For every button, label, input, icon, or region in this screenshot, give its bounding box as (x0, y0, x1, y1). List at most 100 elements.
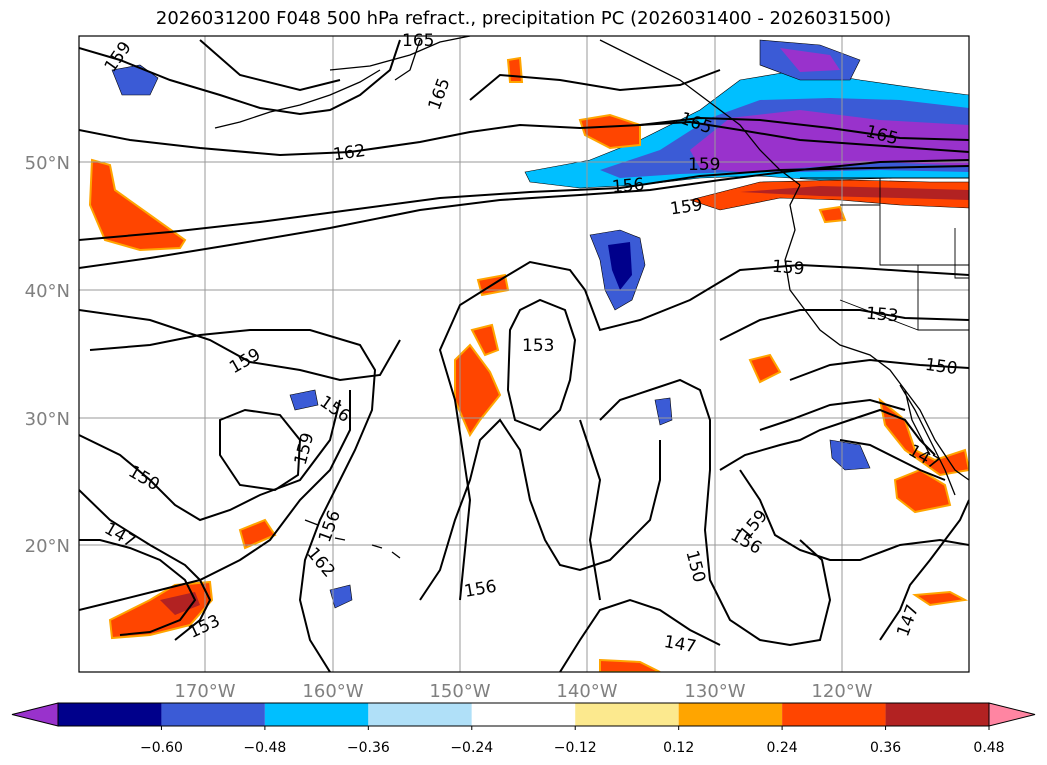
contour-156-loop (89, 329, 377, 672)
colorbar-tick-label: 0.36 (870, 740, 901, 756)
positive-fill-small-6 (238, 518, 277, 550)
contour-159-loop-west (219, 408, 302, 492)
contour-label: 159 (771, 257, 805, 280)
contour-159-east (719, 408, 936, 471)
contour-label: 156 (463, 577, 498, 602)
contour-150-south (599, 378, 832, 647)
contour-label: 147 (101, 519, 139, 553)
colorbar-swatch (575, 703, 679, 726)
colorbar: −0.60 −0.48 −0.36 −0.24 −0.12 0.12 0.24 0.36 0.4… (11, 702, 1036, 756)
colorbar-tick-label: 0.12 (663, 740, 694, 756)
contour-147-east (839, 439, 969, 641)
negative-fill-small-3 (289, 389, 319, 411)
positive-fill-sw-core (160, 592, 200, 615)
lon-label: 150°W (429, 681, 490, 702)
lat-label: 40°N (25, 281, 70, 302)
precipitation-fill-layer (88, 39, 969, 672)
negative-fill-nw-coast-core (780, 48, 840, 72)
negative-fill-se (829, 439, 871, 471)
refractivity-contours (79, 39, 969, 672)
contour-label: 150 (924, 355, 959, 379)
contour-label: 159 (226, 345, 264, 379)
contour-north-165 (79, 39, 401, 116)
contour-label: 162 (332, 141, 367, 165)
lat-label: 30°N (25, 409, 70, 430)
positive-fill-small-4 (599, 658, 661, 672)
colorbar-tick-label: −0.60 (140, 740, 183, 756)
positive-fill-midpacific (454, 343, 502, 438)
contour-150-east (759, 358, 969, 431)
negative-fill-band-core (690, 110, 969, 172)
longitude-labels: 170°W 160°W 150°W 140°W 130°W 120°W (174, 681, 872, 702)
colorbar-tick-label: 0.24 (767, 740, 798, 756)
coastline-bc-archipelago (599, 39, 801, 186)
contour-north-loop (199, 39, 721, 101)
contour-label: 147 (662, 632, 697, 657)
contour-label: 153 (865, 304, 899, 327)
positive-fill-midpacific-b (470, 323, 500, 357)
contour-159-south (79, 260, 969, 601)
colorbar-swatch (161, 703, 265, 726)
lon-label: 170°W (174, 681, 235, 702)
lon-label: 130°W (684, 681, 745, 702)
contour-156-jet (79, 165, 969, 241)
contour-label: 153 (522, 336, 554, 356)
colorbar-tick-label: −0.48 (243, 740, 286, 756)
lat-label: 50°N (25, 153, 70, 174)
positive-fill-west (88, 158, 187, 252)
colorbar-swatch (58, 703, 162, 726)
colorbar-swatch (782, 703, 886, 726)
colorbar-swatch (264, 703, 369, 726)
lon-label: 160°W (302, 681, 363, 702)
contour-162 (79, 120, 969, 157)
lon-label: 120°W (811, 681, 872, 702)
coastline-hawaii (304, 519, 401, 559)
colorbar-tick-label: −0.36 (347, 740, 390, 756)
negative-fill-small-4 (654, 397, 673, 426)
contour-165-east (639, 116, 969, 141)
coastline-north-america (784, 184, 969, 481)
contour-label: 165 (402, 31, 434, 51)
colorbar-extend-low (11, 702, 59, 727)
colorbar-tick-label: −0.12 (554, 740, 597, 756)
contour-label: 159 (688, 155, 720, 175)
contour-147-west (79, 539, 197, 636)
positive-fill-small-3 (748, 353, 782, 384)
colorbar-tick-label: −0.24 (450, 740, 493, 756)
colorbar-extend-high (988, 702, 1036, 727)
contour-153-south (79, 390, 351, 611)
contour-153-loop (506, 298, 577, 432)
colorbar-swatch (678, 703, 783, 726)
graticule (79, 36, 969, 672)
coastline-alaska (214, 36, 471, 129)
positive-fill-se (893, 468, 952, 514)
map-frame (78, 35, 970, 673)
colorbar-swatch (368, 703, 472, 726)
contour-156-south (419, 418, 661, 601)
colorbar-swatch (471, 703, 576, 726)
contour-147-south (559, 419, 721, 672)
positive-fill-small-1 (578, 113, 641, 150)
colorbar-swatch (885, 703, 989, 726)
contour-label: 147 (893, 602, 923, 639)
contour-label: 150 (125, 462, 163, 496)
contour-label: 156 (611, 175, 645, 198)
lat-label: 20°N (25, 536, 70, 557)
contour-label: 150 (681, 548, 709, 585)
contour-150-west (79, 399, 341, 641)
positive-fill-small-5 (912, 590, 969, 607)
colorbar-tick-label: 0.48 (973, 740, 1004, 756)
positive-fill-small-8 (818, 205, 847, 224)
contour-156-east (739, 469, 969, 561)
colorbar-outline (57, 702, 990, 727)
latitude-labels: 50°N 40°N 30°N 20°N (25, 153, 70, 557)
contour-label: 159 (669, 195, 704, 219)
contour-label: 165 (425, 75, 455, 112)
coastlines (214, 36, 969, 559)
positive-fill-small-2 (506, 56, 524, 83)
negative-fill-center-core (608, 242, 632, 290)
state-lines (839, 178, 969, 331)
contour-153-east (719, 309, 969, 341)
map-title: 2026031200 F048 500 hPa refract., precip… (155, 8, 892, 29)
